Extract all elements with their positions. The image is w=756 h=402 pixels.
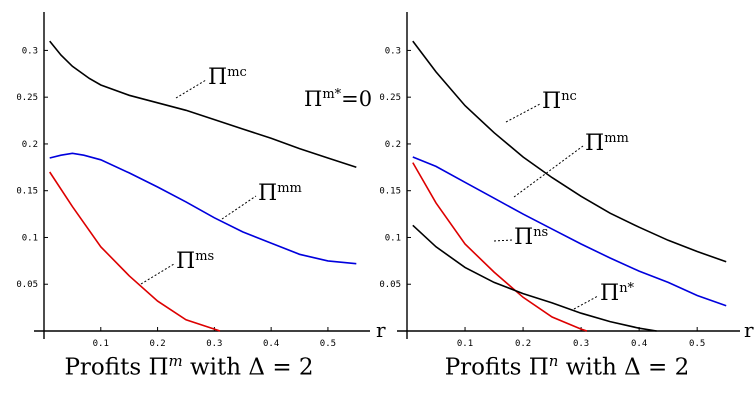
annotation-pi: Π (304, 87, 322, 111)
caption-left-middle: with (182, 354, 249, 381)
series-label-pi: Π (600, 281, 619, 306)
y-tick-label: 0.3 (385, 46, 401, 56)
x-tick-label: 0.1 (457, 339, 473, 349)
annotation: Πm*=0 (304, 87, 372, 111)
series-label-sup: nc (561, 89, 577, 104)
x-tick-label: 0.2 (515, 339, 531, 349)
series-leader (493, 239, 513, 242)
series-line-Πmc (49, 40, 357, 169)
series-label-pi: Π (542, 89, 561, 114)
x-tick-label: 0.4 (631, 339, 647, 349)
chart-panel-2: 0.1 0.2 0.3 0.4 0.5 0.05 0.1 0.15 0.2 0.25 0.3 r Πnc… (379, 12, 754, 349)
series-line-Πms (49, 171, 221, 332)
series-label-pi: Π (176, 249, 195, 274)
caption-left-prefix: Profits (64, 354, 149, 381)
series-label: Πmm (258, 181, 302, 206)
caption-left-sup: m (168, 352, 183, 370)
y-tick-label: 0.05 (16, 280, 38, 290)
y-tick-label: 0.15 (16, 187, 38, 197)
annotation-tail: =0 (341, 87, 372, 111)
caption-left-pi: Π (148, 354, 169, 381)
series-leader (505, 103, 541, 123)
caption-right-delta: Δ = 2 (624, 354, 690, 381)
series-label-sup: ms (195, 249, 214, 264)
y-tick-label: 0.1 (22, 233, 38, 243)
series-label-pi: Π (208, 65, 227, 90)
x-tick-label: 0.2 (149, 339, 165, 349)
x-axis-label: r (376, 318, 386, 342)
series-leader (140, 263, 175, 285)
series-line-Πns (412, 162, 588, 332)
series-label-pi: Π (585, 131, 604, 156)
y-tick-label: 0.2 (22, 140, 38, 150)
series-line-Πmm (49, 152, 357, 265)
series-label: Πnc (542, 89, 577, 114)
caption-right-prefix: Profits (444, 354, 529, 381)
series-label-pi: Π (258, 181, 277, 206)
series-leader (573, 295, 599, 310)
caption-left-delta: Δ = 2 (248, 354, 314, 381)
y-tick-label: 0.15 (379, 187, 401, 197)
series-line-Πn* (412, 224, 657, 332)
chart-panel-1: 0.1 0.2 0.3 0.4 0.5 0.05 0.1 0.15 0.2 0.25 0.3 r Πmc… (16, 12, 386, 349)
x-tick-label: 0.5 (689, 339, 705, 349)
series-label: Πmm (585, 131, 629, 156)
series-label: Πn* (600, 281, 635, 306)
series-label: Πns (514, 225, 548, 250)
series-label: Πmc (208, 65, 247, 90)
x-tick-label: 0.4 (263, 339, 279, 349)
caption-right-sup: n (548, 352, 559, 370)
series-label-sup: mm (604, 131, 629, 146)
series-label-sup: mm (277, 181, 302, 196)
series-leader (513, 145, 584, 198)
x-tick-label: 0.5 (320, 339, 336, 349)
x-tick-label: 0.3 (206, 339, 222, 349)
y-tick-label: 0.2 (385, 140, 401, 150)
x-tick-label: 0.1 (93, 339, 109, 349)
series-line-Πmm (412, 156, 727, 307)
y-tick-label: 0.25 (16, 93, 38, 103)
caption-left: Profits Πm with Δ = 2 (0, 352, 378, 381)
y-tick-label: 0.25 (379, 93, 401, 103)
series-label: Πms (176, 249, 214, 274)
series-label-sup: ns (533, 225, 548, 240)
y-tick-label: 0.05 (379, 280, 401, 290)
y-tick-label: 0.1 (385, 233, 401, 243)
caption-right: Profits Πn with Δ = 2 (378, 352, 756, 381)
series-line-Πnc (412, 40, 727, 263)
x-axis-label: r (744, 318, 754, 342)
series-leader (175, 79, 207, 99)
caption-right-pi: Π (528, 354, 549, 381)
caption-right-middle: with (558, 354, 625, 381)
annotation-sup: m* (322, 87, 341, 102)
series-leader (221, 195, 257, 220)
series-label-sup: n* (619, 281, 634, 296)
series-label-pi: Π (514, 225, 533, 250)
x-tick-label: 0.3 (573, 339, 589, 349)
series-label-sup: mc (227, 65, 247, 80)
y-tick-label: 0.3 (22, 46, 38, 56)
